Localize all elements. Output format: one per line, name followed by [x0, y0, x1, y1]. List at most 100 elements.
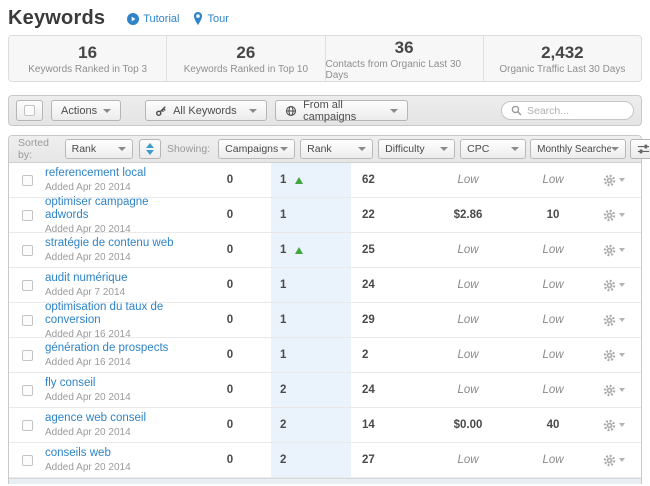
keyword-link[interactable]: conseils web — [45, 447, 111, 460]
gear-icon — [603, 209, 616, 222]
column-selector-cpc[interactable]: CPC — [460, 139, 526, 159]
chevron-down-icon — [619, 353, 625, 357]
difficulty-value: 14 — [351, 408, 433, 442]
chevron-down-icon — [280, 147, 288, 151]
sorted-by-label: Sorted by: — [18, 137, 59, 161]
row-actions-gear-button[interactable] — [603, 454, 625, 467]
rank-value: 1 — [280, 349, 286, 361]
cpc-value: Low — [433, 163, 503, 197]
monthly-searches-value: 10 — [503, 198, 603, 232]
table-body: referencement local Added Apr 20 2014 0 … — [9, 163, 641, 478]
monthly-searches-value: 40 — [503, 408, 603, 442]
rank-value: 2 — [280, 419, 286, 431]
monthly-searches-value: Low — [503, 373, 603, 407]
row-actions-gear-button[interactable] — [603, 279, 625, 292]
column-selector-rank[interactable]: Rank — [300, 139, 373, 159]
column-selector-campaigns[interactable]: Campaigns — [218, 139, 295, 159]
row-actions-gear-button[interactable] — [603, 349, 625, 362]
chevron-down-icon — [358, 147, 366, 151]
keyword-link[interactable]: optimisation du taux de conversion — [45, 301, 189, 327]
table-footer — [9, 478, 641, 484]
column-settings-button[interactable] — [630, 139, 650, 159]
campaigns-count: 0 — [189, 198, 271, 232]
table-row: optimiser campagne adwords Added Apr 20 … — [9, 198, 641, 233]
row-checkbox[interactable] — [22, 315, 33, 326]
campaign-filter-dropdown[interactable]: From all campaigns — [275, 100, 408, 121]
chevron-down-icon — [611, 147, 619, 151]
gear-icon — [603, 174, 616, 187]
chevron-down-icon — [440, 147, 448, 151]
row-checkbox[interactable] — [22, 385, 33, 396]
row-actions-gear-button[interactable] — [603, 384, 625, 397]
keyword-filter-dropdown[interactable]: All Keywords — [145, 100, 267, 121]
keyword-added-date: Added Apr 20 2014 — [45, 252, 131, 263]
gear-icon — [603, 244, 616, 257]
showing-label: Showing: — [167, 143, 210, 155]
sort-direction-toggle[interactable] — [139, 139, 161, 159]
gear-icon — [603, 384, 616, 397]
tour-link[interactable]: Tour — [193, 12, 228, 25]
cpc-value: $0.00 — [433, 408, 503, 442]
rank-value: 1 — [280, 244, 286, 256]
row-checkbox[interactable] — [22, 280, 33, 291]
keyword-added-date: Added Apr 20 2014 — [45, 392, 131, 403]
keyword-added-date: Added Apr 20 2014 — [45, 427, 131, 438]
toolbar: Actions All Keywords From all campaigns — [8, 95, 642, 126]
cpc-value: Low — [433, 373, 503, 407]
tutorial-link[interactable]: Tutorial — [127, 13, 179, 25]
row-actions-gear-button[interactable] — [603, 174, 625, 187]
row-checkbox[interactable] — [22, 420, 33, 431]
cpc-value: Low — [433, 268, 503, 302]
keywords-table: Sorted by: Rank Showing: Campaigns Rank … — [8, 135, 642, 484]
chevron-down-icon — [619, 318, 625, 322]
keyword-link[interactable]: referencement local — [45, 167, 146, 180]
row-actions-gear-button[interactable] — [603, 244, 625, 257]
globe-icon — [285, 105, 297, 117]
gear-icon — [603, 349, 616, 362]
column-selector-monthly-searches[interactable]: Monthly Searches — [530, 139, 626, 159]
stat-traffic: 2,432 Organic Traffic Last 30 Days — [484, 36, 641, 81]
row-actions-gear-button[interactable] — [603, 314, 625, 327]
column-selector-difficulty[interactable]: Difficulty — [378, 139, 455, 159]
monthly-searches-value: Low — [503, 163, 603, 197]
keyword-link[interactable]: fly conseil — [45, 377, 96, 390]
difficulty-value: 29 — [351, 303, 433, 337]
keyword-link[interactable]: optimiser campagne adwords — [45, 196, 189, 222]
campaigns-count: 0 — [189, 233, 271, 267]
row-checkbox[interactable] — [22, 455, 33, 466]
rank-up-icon — [295, 177, 303, 184]
row-checkbox[interactable] — [22, 175, 33, 186]
keyword-added-date: Added Apr 7 2014 — [45, 287, 125, 298]
row-checkbox[interactable] — [22, 210, 33, 221]
keyword-link[interactable]: agence web conseil — [45, 412, 146, 425]
table-row: referencement local Added Apr 20 2014 0 … — [9, 163, 641, 198]
keyword-added-date: Added Apr 20 2014 — [45, 462, 131, 473]
difficulty-value: 24 — [351, 373, 433, 407]
keyword-link[interactable]: génération de prospects — [45, 342, 168, 355]
gear-icon — [603, 419, 616, 432]
table-row: génération de prospects Added Apr 16 201… — [9, 338, 641, 373]
chevron-down-icon — [390, 109, 398, 113]
cpc-value: Low — [433, 338, 503, 372]
monthly-searches-value: Low — [503, 338, 603, 372]
keyword-link[interactable]: stratégie de contenu web — [45, 237, 174, 250]
row-actions-gear-button[interactable] — [603, 209, 625, 222]
actions-button[interactable]: Actions — [51, 100, 121, 121]
search-input[interactable] — [527, 105, 624, 117]
keyword-link[interactable]: audit numérique — [45, 272, 127, 285]
campaigns-count: 0 — [189, 373, 271, 407]
chevron-down-icon — [619, 178, 625, 182]
sort-desc-icon — [146, 150, 154, 155]
row-actions-gear-button[interactable] — [603, 419, 625, 432]
table-controls: Sorted by: Rank Showing: Campaigns Rank … — [9, 136, 641, 163]
chevron-down-icon — [103, 109, 111, 113]
row-checkbox[interactable] — [22, 350, 33, 361]
sort-field-dropdown[interactable]: Rank — [65, 139, 133, 159]
row-checkbox[interactable] — [22, 245, 33, 256]
stat-value: 36 — [395, 39, 414, 57]
stat-top10: 26 Keywords Ranked in Top 10 — [167, 36, 325, 81]
keyword-added-date: Added Apr 16 2014 — [45, 357, 131, 368]
sliders-icon — [637, 143, 650, 155]
rank-value: 1 — [280, 279, 286, 291]
bulk-select-checkbox[interactable] — [16, 100, 43, 121]
